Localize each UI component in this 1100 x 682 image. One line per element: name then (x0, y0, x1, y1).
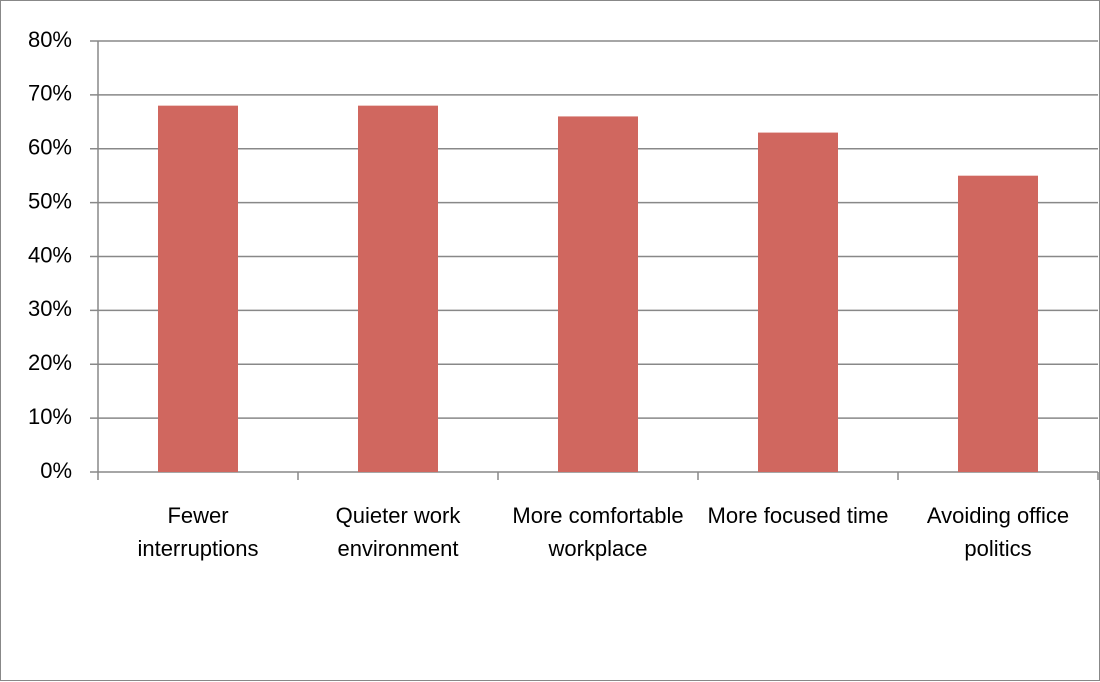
x-tick-label-box: Quieter work environment (335, 503, 461, 561)
x-tick-label: Quieter work environment (335, 503, 461, 561)
y-tick-label: 50% (28, 188, 72, 213)
y-tick-label: 30% (28, 296, 72, 321)
x-tick-label-box: Avoiding office politics (926, 503, 1070, 561)
y-tick-label: 80% (28, 27, 72, 52)
y-tick-label: 20% (28, 350, 72, 375)
x-tick-label: Fewer interruptions (137, 503, 259, 561)
y-tick-label: 70% (28, 81, 72, 106)
y-tick-label: 40% (28, 242, 72, 267)
x-tick-label: More comfortable workplace (512, 503, 684, 561)
bar (158, 105, 238, 473)
bar (958, 175, 1038, 472)
bar (558, 116, 638, 473)
x-tick-label-box: Fewer interruptions (137, 503, 259, 561)
bar (758, 132, 838, 472)
x-tick-label: More focused time (707, 503, 889, 528)
x-tick-label-box: More focused time (707, 503, 889, 528)
y-tick-label: 10% (28, 404, 72, 429)
y-tick-label: 0% (40, 458, 72, 483)
x-tick-label-box: More comfortable workplace (512, 503, 684, 561)
bar (358, 105, 438, 473)
y-tick-label: 60% (28, 135, 72, 160)
x-tick-label: Avoiding office politics (926, 503, 1070, 561)
